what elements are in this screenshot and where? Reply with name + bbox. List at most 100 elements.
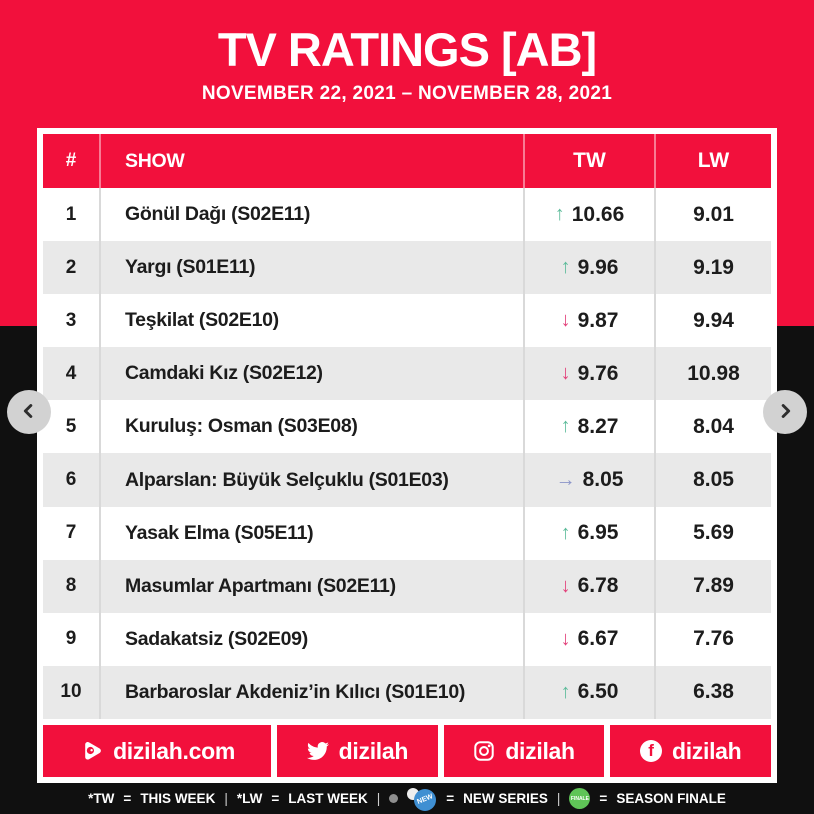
social-bar: dizilah.com dizilah dizilah f dizilah bbox=[43, 725, 772, 777]
rank-value: 2 bbox=[65, 256, 77, 278]
lw-value: 9.19 bbox=[654, 241, 771, 295]
column-header-lw: LW bbox=[654, 134, 771, 188]
column-header-tw: TW bbox=[523, 134, 654, 188]
lw-value: 10.98 bbox=[654, 347, 771, 401]
rank-value: 10 bbox=[60, 681, 82, 703]
table-row: 8 Masumlar Apartmanı (S02E11) ↓ 6.78 7.8… bbox=[43, 559, 771, 613]
carousel-prev-button[interactable] bbox=[7, 390, 51, 434]
finale-badge-text: FINALE bbox=[570, 795, 589, 802]
show-title: Barbaroslar Akdeniz’in Kılıcı (S01E10) bbox=[99, 665, 523, 719]
new-series-badge-icon: NEW bbox=[407, 787, 437, 811]
facebook-handle: dizilah bbox=[671, 737, 742, 764]
tw-cell: ↑ 6.50 bbox=[523, 665, 654, 719]
tw-value: 9.87 bbox=[577, 308, 619, 332]
twitter-icon bbox=[306, 740, 329, 762]
ratings-table: # SHOW TW LW 1 Gönül Dağı (S02E11) ↑ 10.… bbox=[37, 128, 777, 783]
trend-arrow-icon: ↑ bbox=[560, 415, 571, 438]
legend-separator: | bbox=[224, 791, 228, 806]
lw-value: 8.05 bbox=[654, 453, 771, 507]
column-header-rank: # bbox=[65, 150, 77, 171]
rank-value: 9 bbox=[65, 628, 77, 650]
new-badge-text: NEW bbox=[416, 793, 435, 806]
tw-value: 9.76 bbox=[577, 361, 619, 385]
tw-value: 10.66 bbox=[571, 202, 625, 226]
website-label: dizilah.com bbox=[113, 737, 236, 764]
facebook-link[interactable]: f dizilah bbox=[610, 725, 772, 777]
lw-value: 9.94 bbox=[654, 294, 771, 348]
instagram-link[interactable]: dizilah bbox=[443, 725, 605, 777]
legend-separator: | bbox=[556, 791, 561, 806]
lw-value: 7.89 bbox=[654, 559, 771, 613]
table-row: 5 Kuruluş: Osman (S03E08) ↑ 8.27 8.04 bbox=[43, 400, 771, 454]
tw-cell: ↓ 9.76 bbox=[523, 347, 654, 401]
trend-arrow-icon: ↑ bbox=[560, 521, 571, 544]
chevron-left-icon bbox=[18, 400, 40, 425]
rank-value: 8 bbox=[65, 575, 77, 597]
lw-value: 8.04 bbox=[654, 400, 771, 454]
table-row: 7 Yasak Elma (S05E11) ↑ 6.95 5.69 bbox=[43, 506, 771, 560]
table-row: 3 Teşkilat (S02E10) ↓ 9.87 9.94 bbox=[43, 294, 771, 348]
lw-value: 5.69 bbox=[654, 506, 771, 560]
trend-arrow-icon: → bbox=[555, 468, 576, 491]
show-title: Camdaki Kız (S02E12) bbox=[99, 347, 523, 401]
show-title: Yasak Elma (S05E11) bbox=[99, 506, 523, 560]
show-title: Teşkilat (S02E10) bbox=[99, 294, 523, 348]
tw-value: 6.67 bbox=[577, 627, 619, 651]
legend-separator: | bbox=[376, 791, 381, 806]
tw-cell: ↓ 9.87 bbox=[523, 294, 654, 348]
rank-value: 4 bbox=[65, 362, 77, 384]
instagram-icon bbox=[473, 740, 495, 762]
tw-cell: ↑ 10.66 bbox=[523, 188, 654, 242]
show-title: Kuruluş: Osman (S03E08) bbox=[99, 400, 523, 454]
tw-value: 6.95 bbox=[577, 521, 619, 545]
table-row: 2 Yargı (S01E11) ↑ 9.96 9.19 bbox=[43, 241, 771, 295]
legend-equals: = bbox=[446, 791, 455, 806]
tw-cell: ↑ 8.27 bbox=[523, 400, 654, 454]
carousel-next-button[interactable] bbox=[763, 390, 807, 434]
website-link[interactable]: dizilah.com bbox=[43, 725, 272, 777]
legend-lw-key: *LW bbox=[236, 791, 263, 806]
trend-arrow-icon: ↓ bbox=[560, 362, 571, 385]
twitter-link[interactable]: dizilah bbox=[277, 725, 438, 777]
show-title: Masumlar Apartmanı (S02E11) bbox=[99, 559, 523, 613]
table-body: 1 Gönül Dağı (S02E11) ↑ 10.66 9.01 2 Yar… bbox=[43, 188, 771, 719]
trend-arrow-icon: ↑ bbox=[554, 203, 565, 226]
show-title: Gönül Dağı (S02E11) bbox=[99, 188, 523, 242]
tw-value: 6.50 bbox=[577, 680, 619, 704]
tw-value: 6.78 bbox=[577, 574, 619, 598]
rank-value: 1 bbox=[65, 203, 77, 225]
show-title: Yargı (S01E11) bbox=[99, 241, 523, 295]
season-finale-badge-icon: FINALE bbox=[569, 788, 591, 809]
legend-finale-value: SEASON FINALE bbox=[616, 791, 726, 806]
page-title: TV RATINGS [AB] bbox=[217, 23, 597, 76]
trend-arrow-icon: ↑ bbox=[560, 680, 571, 703]
tw-cell: → 8.05 bbox=[523, 453, 654, 507]
table-row: 10 Barbaroslar Akdeniz’in Kılıcı (S01E10… bbox=[43, 665, 771, 719]
tw-value: 9.96 bbox=[577, 255, 619, 279]
table-header-row: # SHOW TW LW bbox=[43, 134, 771, 188]
rank-value: 3 bbox=[65, 309, 77, 331]
tw-cell: ↑ 6.95 bbox=[523, 506, 654, 560]
table-row: 6 Alparslan: Büyük Selçuklu (S01E03) → 8… bbox=[43, 453, 771, 507]
date-range: NOVEMBER 22, 2021 – NOVEMBER 28, 2021 bbox=[201, 83, 613, 104]
trend-arrow-icon: ↓ bbox=[560, 574, 571, 597]
rank-value: 7 bbox=[65, 522, 77, 544]
legend-equals: = bbox=[599, 791, 608, 806]
legend-tw-value: THIS WEEK bbox=[140, 791, 216, 806]
show-title: Sadakatsiz (S02E09) bbox=[99, 612, 523, 666]
page-header: TV RATINGS [AB] NOVEMBER 22, 2021 – NOVE… bbox=[0, 0, 814, 105]
legend-lw-value: LAST WEEK bbox=[288, 791, 368, 806]
rank-value: 5 bbox=[65, 415, 77, 437]
tw-value: 8.05 bbox=[582, 468, 624, 492]
table-row: 4 Camdaki Kız (S02E12) ↓ 9.76 10.98 bbox=[43, 347, 771, 401]
lw-value: 9.01 bbox=[654, 188, 771, 242]
show-title: Alparslan: Büyük Selçuklu (S01E03) bbox=[99, 453, 523, 507]
tw-cell: ↓ 6.78 bbox=[523, 559, 654, 613]
column-header-show: SHOW bbox=[99, 134, 523, 188]
trend-arrow-icon: ↓ bbox=[560, 627, 571, 650]
legend-bar: *TW = THIS WEEK | *LW = LAST WEEK | NEW … bbox=[0, 783, 814, 814]
legend-equals: = bbox=[123, 791, 132, 806]
rank-value: 6 bbox=[65, 469, 77, 491]
legend-tw-key: *TW bbox=[88, 791, 115, 806]
table-row: 1 Gönül Dağı (S02E11) ↑ 10.66 9.01 bbox=[43, 188, 771, 242]
